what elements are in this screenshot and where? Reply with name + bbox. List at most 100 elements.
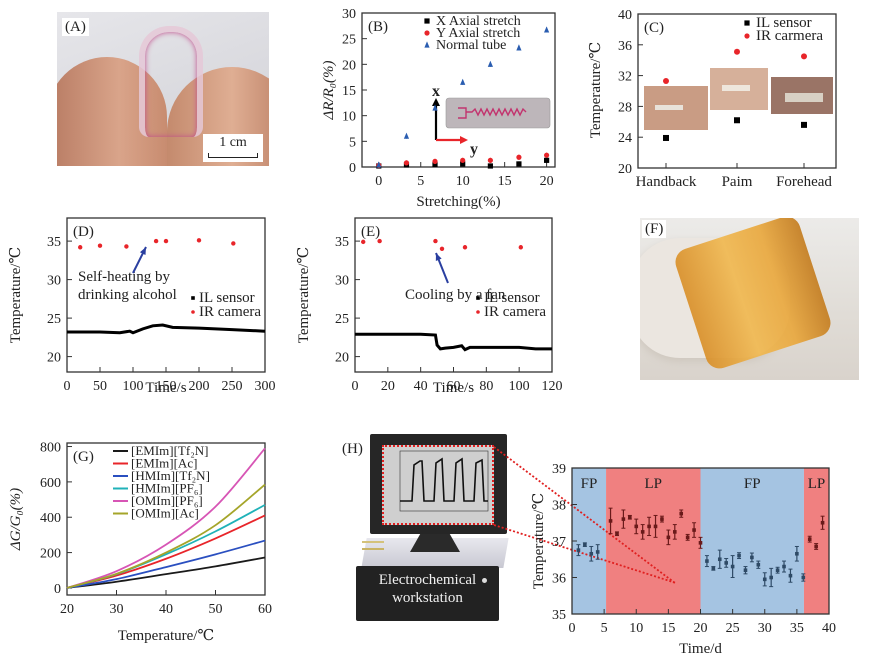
data-point-square [628, 515, 632, 520]
phase-band-0 [572, 468, 607, 614]
data-point-triangle [460, 78, 466, 85]
data-point-square [807, 537, 812, 541]
legend-label-g-1: [EMIm][Ac] [131, 456, 197, 471]
data-point-circle [462, 245, 468, 250]
panel-label-e: (E) [361, 224, 380, 240]
y-tick-label-g: 0 [54, 582, 61, 597]
data-point-circle [801, 53, 807, 60]
x-tick-label-d: 50 [93, 379, 107, 394]
data-point-square [756, 562, 761, 567]
y-tick-label-c: 24 [618, 131, 632, 146]
y-axis-label-e: Temperature/℃ [296, 247, 312, 344]
x-tick-label-h: 5 [601, 621, 608, 636]
data-point-square [750, 555, 754, 560]
x-tick-label-b: 10 [456, 174, 470, 189]
data-point-square [743, 568, 748, 572]
y-tick-label-b: 5 [349, 135, 356, 150]
data-point-square [589, 551, 594, 556]
x-tick-label-b: 5 [417, 174, 424, 189]
data-point-circle [124, 244, 129, 249]
inset-x-arrow-head [432, 98, 440, 106]
data-point-circle [97, 243, 103, 248]
legend-label-e-0: IL sensor [484, 290, 540, 306]
chart-c: 20 24 28 32 36 40 Handback Paim Forehead IL senso… [588, 8, 837, 190]
data-point-square [679, 511, 684, 516]
x-tick-label-d: 250 [222, 379, 243, 394]
inset-y-label: y [470, 141, 478, 158]
y-tick-label-h: 36 [552, 572, 566, 587]
x-tick-label-h: 25 [726, 621, 740, 636]
legend-label-c-1: IR carmera [756, 28, 823, 44]
legend-marker [744, 33, 750, 39]
x-tick-label-d: 100 [123, 379, 144, 394]
y-tick-label-e: 30 [335, 274, 349, 289]
data-point-square [737, 553, 741, 558]
x-tick-label-b: 15 [498, 174, 512, 189]
y-tick-label-h: 37 [552, 535, 566, 550]
y-tick-label-g: 800 [40, 441, 61, 456]
data-point-circle [516, 154, 522, 160]
panel-label-a: (A) [62, 18, 89, 36]
data-point-square [647, 524, 651, 529]
monitor-screen [382, 445, 494, 525]
data-point-triangle [487, 60, 493, 67]
phase-band-3 [803, 468, 829, 614]
data-point-square [788, 573, 793, 578]
screen-mini-chart [399, 450, 489, 512]
x-tick-label-d: 300 [255, 379, 276, 394]
data-point-square [615, 531, 619, 536]
data-point-square [762, 577, 767, 582]
x-tick-label-e: 80 [479, 379, 493, 394]
data-point-square [460, 161, 466, 167]
inset-channel-photo [445, 97, 551, 129]
series-line-d [67, 323, 266, 335]
data-point-circle [663, 77, 669, 84]
y-tick-label-c: 32 [618, 70, 632, 85]
legend-label-c-0: IL sensor [756, 15, 812, 31]
legend-marker [191, 296, 195, 300]
panel-label-d: (D) [73, 224, 94, 240]
x-tick-label-g: 50 [209, 602, 223, 617]
phase-label-0: FP [581, 476, 598, 492]
chart-g: 0 200 400 600 800 20 30 40 50 60 (G) [EMIm][Tf₂N][E… [8, 441, 272, 644]
legend-label-b-1: Y Axial stretch [436, 26, 520, 41]
x-axis-label-g: Temperature/℃ [118, 628, 215, 644]
x-tick-label-g: 40 [159, 602, 173, 617]
data-point-square [432, 161, 438, 168]
x-tick-label-g: 60 [258, 602, 272, 617]
x-axis-label-d: Time/s [145, 380, 186, 396]
x-tick-label-h: 15 [661, 621, 675, 636]
data-point-square [653, 524, 658, 529]
chart-h: FP LP FP LP 35 36 37 38 39 0 5 10 15 20 25 30 35 40 Time/d… [493, 446, 836, 657]
data-point-square [769, 575, 773, 580]
panel-label-b: (B) [368, 19, 388, 35]
y-tick-label-g: 400 [40, 511, 61, 526]
legend-marker [476, 310, 480, 314]
x-tick-label-g: 20 [60, 602, 74, 617]
y-tick-label-e: 20 [335, 351, 349, 366]
data-point-square [583, 542, 587, 547]
legend-marker [476, 296, 480, 300]
inset-y-arrow-head [460, 136, 468, 144]
zoom-line-top [493, 446, 676, 584]
x-tick-label-e: 120 [542, 379, 563, 394]
legend-label-d-0: IL sensor [199, 290, 255, 306]
data-point-square [698, 541, 703, 545]
data-point-circle [518, 245, 524, 250]
y-tick-label-d: 20 [47, 351, 61, 366]
data-point-square [724, 561, 728, 565]
data-point-square [782, 564, 786, 569]
x-axis-label-b: Stretching(%) [416, 194, 500, 210]
legend-marker [744, 20, 750, 26]
y-axis-label-h: Temperature/℃ [531, 493, 547, 590]
data-point-square [711, 566, 716, 571]
panel-label-f: (F) [642, 220, 667, 238]
x-tick-label-e: 100 [509, 379, 530, 394]
legend-label-b-0: X Axial stretch [436, 14, 521, 29]
x-tick-label-e: 60 [447, 379, 461, 394]
y-tick-label-e: 25 [335, 312, 349, 327]
x-tick-label-d: 200 [189, 379, 210, 394]
data-point-square [795, 551, 799, 556]
